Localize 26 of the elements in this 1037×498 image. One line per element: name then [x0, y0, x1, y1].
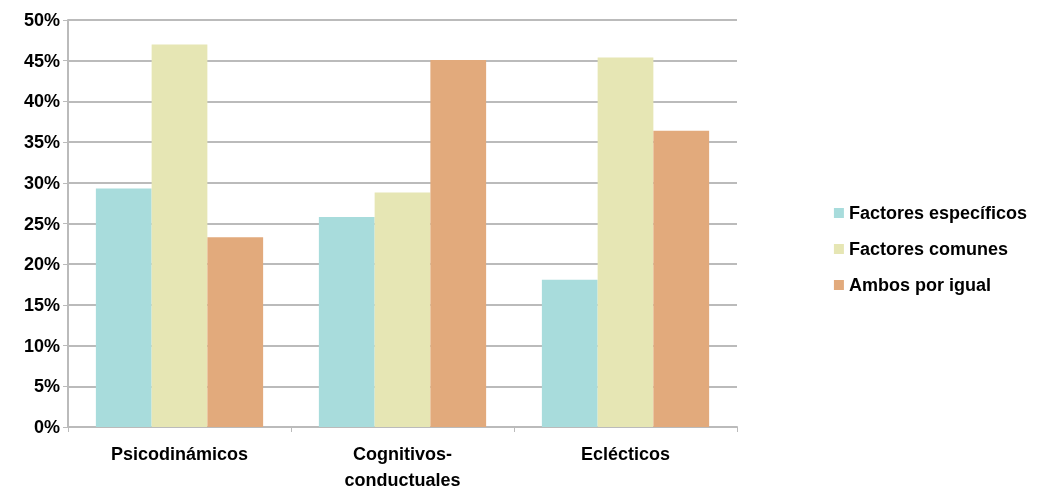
legend-label: Ambos por igual [848, 275, 991, 295]
y-tick-label: 20% [23, 254, 60, 275]
bar [430, 59, 487, 427]
y-tick-label: 5% [33, 376, 60, 397]
bar [95, 188, 152, 427]
y-tick-label: 10% [23, 335, 60, 356]
y-tick-label: 45% [23, 50, 60, 71]
y-tick-label: 30% [23, 172, 60, 193]
bar [151, 44, 208, 427]
legend-label: Factores comunes [848, 239, 1008, 259]
y-tick-label: 25% [23, 213, 60, 234]
legend-label: Factores específicos [848, 203, 1028, 223]
bar [653, 130, 710, 427]
y-tick-label: 0% [33, 417, 60, 437]
bar [207, 237, 264, 427]
x-tick-label: Eclécticos [580, 444, 671, 464]
bar [318, 216, 375, 427]
bar [541, 279, 598, 427]
y-tick-label: 35% [23, 132, 60, 153]
bar [374, 192, 431, 427]
y-tick-label: 40% [23, 91, 60, 112]
x-tick-label: Cognitivos- conductuales [344, 444, 461, 490]
y-tick-label: 50% [23, 10, 60, 30]
y-tick-label: 15% [23, 294, 60, 315]
bar [597, 57, 654, 427]
x-tick-label: Psicodinámicos [110, 444, 249, 464]
